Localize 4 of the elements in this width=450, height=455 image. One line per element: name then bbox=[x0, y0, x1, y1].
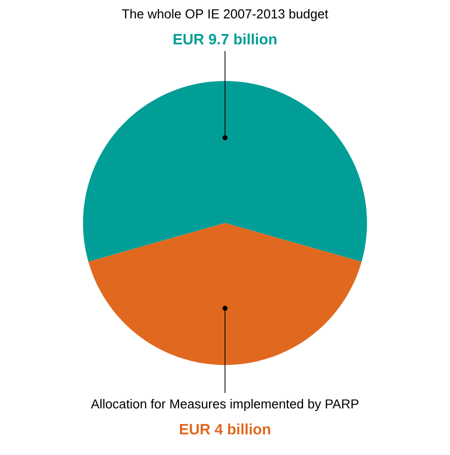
slice-label: Allocation for Measures implemented by PARP bbox=[90, 398, 358, 412]
slice-label: The whole OP IE 2007-2013 budget bbox=[122, 8, 328, 22]
data-label: EUR 9.7 billion bbox=[174, 34, 276, 44]
data-label: EUR 4 billion bbox=[180, 424, 270, 434]
